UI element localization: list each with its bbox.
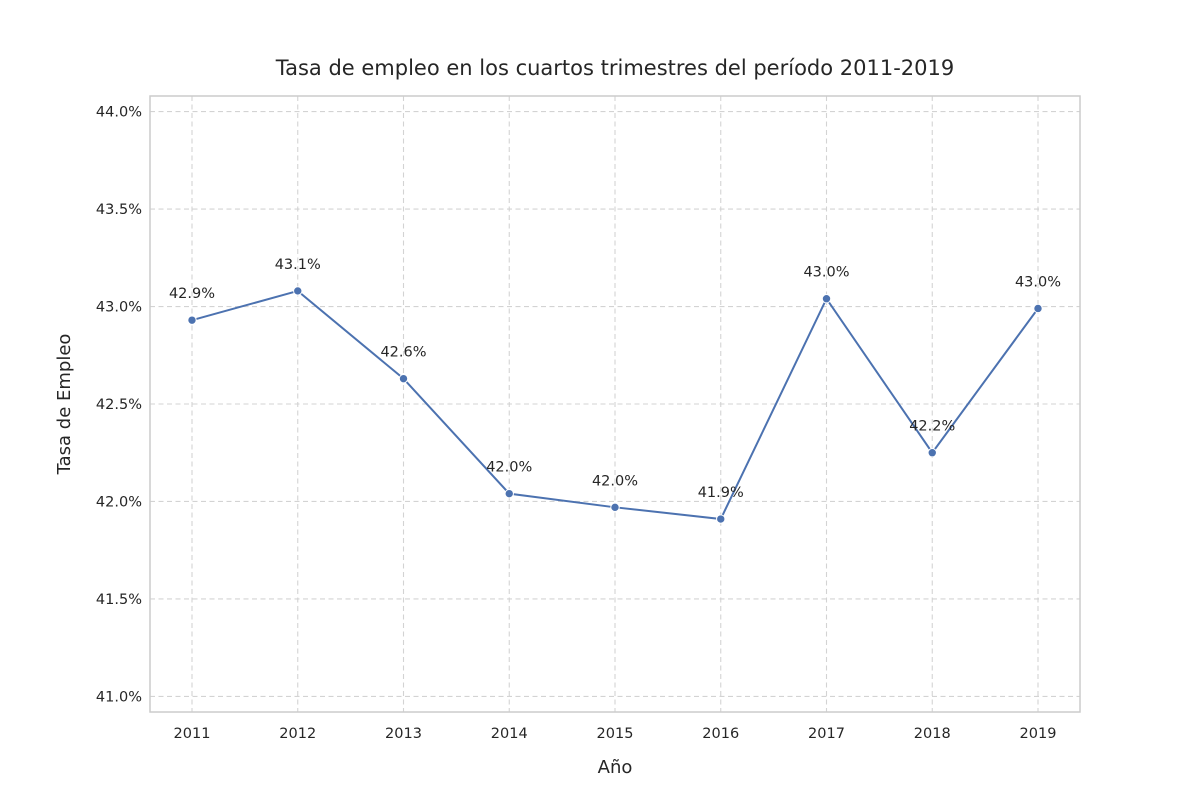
data-label: 42.9% <box>169 286 215 302</box>
y-tick-label: 41.0% <box>96 689 142 705</box>
data-point <box>927 448 937 458</box>
data-label: 43.0% <box>803 265 849 281</box>
x-tick-label: 2016 <box>702 726 739 742</box>
y-axis-title: Tasa de Empleo <box>54 334 75 476</box>
grid <box>150 96 1080 712</box>
data-label: 42.6% <box>380 345 426 361</box>
data-label: 42.0% <box>592 473 638 489</box>
plot-frame <box>149 95 1081 713</box>
chart-title: Tasa de empleo en los cuartos trimestres… <box>275 56 954 80</box>
x-tick-label: 2011 <box>174 726 211 742</box>
x-axis-ticks: 2011 2012 2013 2014 2015 2016 2017 2018 2019 <box>174 726 1057 742</box>
y-tick-label: 42.0% <box>96 494 142 510</box>
x-tick-label: 2014 <box>491 726 528 742</box>
x-tick-label: 2017 <box>808 726 845 742</box>
data-point <box>187 315 197 325</box>
x-axis-title: Año <box>598 757 633 778</box>
y-tick-label: 43.0% <box>96 300 142 316</box>
y-tick-label: 44.0% <box>96 105 142 121</box>
x-tick-label: 2018 <box>914 726 951 742</box>
x-tick-label: 2013 <box>385 726 422 742</box>
y-tick-label: 42.5% <box>96 397 142 413</box>
y-axis-ticks: 41.0% 41.5% 42.0% 42.5% 43.0% 43.5% 44.0% <box>96 105 142 706</box>
data-point <box>610 502 620 513</box>
data-label: 41.9% <box>698 485 744 501</box>
data-point <box>504 488 514 499</box>
data-label: 42.2% <box>909 419 955 435</box>
data-label: 42.0% <box>486 460 532 476</box>
data-point <box>1033 303 1043 314</box>
series-group <box>187 286 1043 524</box>
data-point <box>293 286 303 296</box>
data-point <box>398 373 409 384</box>
data-labels: 42.9% 43.1% 42.6% 42.0% 42.0% 41.9% 43.0% 42.2%… <box>169 257 1061 501</box>
x-tick-label: 2012 <box>279 726 316 742</box>
data-label: 43.0% <box>1015 274 1061 290</box>
data-label: 43.1% <box>275 257 321 273</box>
y-tick-label: 43.5% <box>96 202 142 218</box>
data-point <box>716 514 726 524</box>
x-tick-label: 2019 <box>1020 726 1057 742</box>
data-point <box>821 294 832 304</box>
x-tick-label: 2015 <box>597 726 634 742</box>
y-tick-label: 41.5% <box>96 592 142 608</box>
